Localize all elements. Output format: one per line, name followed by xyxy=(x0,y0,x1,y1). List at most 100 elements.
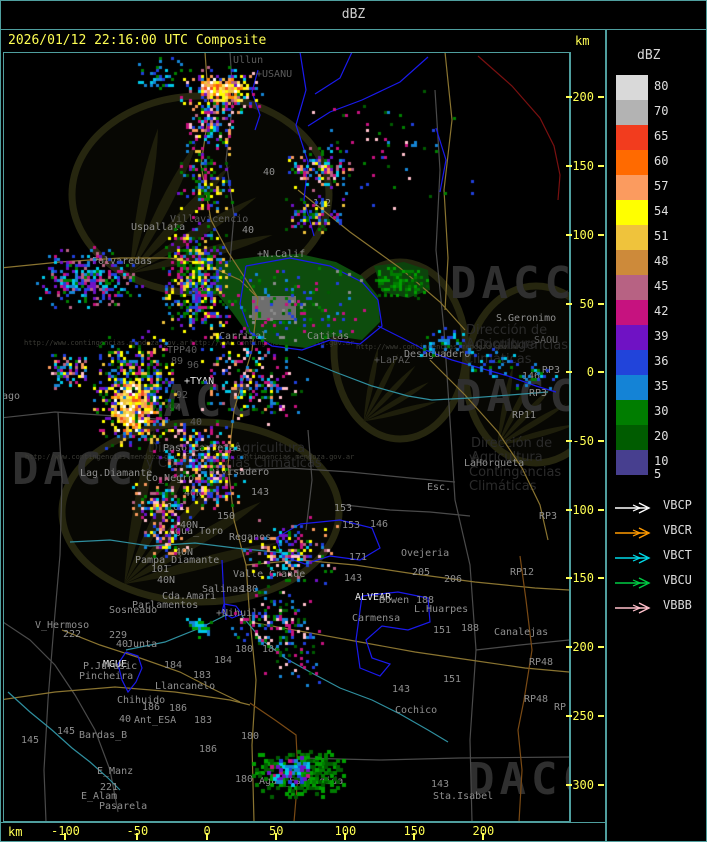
x-axis-tick-label: 100 xyxy=(334,824,357,838)
y-axis-tick xyxy=(566,784,572,786)
scale-color-block xyxy=(616,225,648,250)
legend-row: VBCP xyxy=(613,498,707,514)
y-axis-tick-label: 150 xyxy=(572,159,594,173)
radar-map[interactable]: DACCDirección de Agriculturay Contingenc… xyxy=(4,53,569,821)
y-axis-tick-label: 200 xyxy=(572,90,594,104)
scale-value-label: 45 xyxy=(654,279,669,293)
y-axis-tick xyxy=(566,440,572,442)
scale-color-block xyxy=(616,275,648,300)
y-axis-tick xyxy=(566,96,572,98)
scale-value-label: 80 xyxy=(654,79,669,93)
y-axis-tick-label: -50 xyxy=(572,434,594,448)
vbcp-arrow-icon xyxy=(615,502,651,514)
scale-color-block xyxy=(616,125,648,150)
y-axis-tick xyxy=(598,303,604,305)
y-axis-tick-label: 0 xyxy=(586,365,594,379)
map-frame xyxy=(3,52,570,822)
scale-value-label: 70 xyxy=(654,104,669,118)
x-axis-tick xyxy=(64,833,66,840)
y-axis-tick xyxy=(566,715,572,717)
axis-divider-line xyxy=(570,52,571,822)
y-axis-tick-label: -200 xyxy=(565,640,594,654)
y-axis-tick-label: 100 xyxy=(572,228,594,242)
legend-row: VBCT xyxy=(613,548,707,564)
scale-color-block xyxy=(616,250,648,275)
x-axis-unit-label: km xyxy=(8,825,23,839)
y-axis-tick xyxy=(566,371,572,373)
y-axis-tick xyxy=(566,509,572,511)
scale-color-block xyxy=(616,200,648,225)
y-axis-tick xyxy=(598,784,604,786)
map-bottom-border xyxy=(0,822,605,823)
y-axis-unit-label: km xyxy=(575,34,590,48)
window-title: dBZ xyxy=(341,7,366,22)
radar-echo-canvas xyxy=(4,53,569,821)
x-axis-tick xyxy=(344,833,346,840)
y-axis-tick xyxy=(598,509,604,511)
scale-value-label: 36 xyxy=(654,354,669,368)
legend-row: VBCR xyxy=(613,523,707,539)
scale-value-label: 48 xyxy=(654,254,669,268)
legend-label: VBCU xyxy=(663,573,692,587)
scale-value-label: 60 xyxy=(654,154,669,168)
panel-divider-line xyxy=(605,30,607,842)
legend-row: VBBB xyxy=(613,598,707,614)
x-axis-tick-label: -100 xyxy=(51,824,80,838)
title-bar: dBZ xyxy=(0,0,707,30)
x-axis-tick xyxy=(275,833,277,840)
scale-value-label: 54 xyxy=(654,204,669,218)
y-axis-tick xyxy=(566,303,572,305)
scale-color-block xyxy=(616,450,648,475)
y-axis-tick xyxy=(566,646,572,648)
vbct-arrow-icon xyxy=(615,552,651,564)
y-axis-tick xyxy=(598,234,604,236)
y-axis-tick xyxy=(598,440,604,442)
scale-color-block xyxy=(616,150,648,175)
y-axis-tick xyxy=(566,165,572,167)
y-axis-tick xyxy=(598,96,604,98)
legend-label: VBCP xyxy=(663,498,692,512)
scale-color-block xyxy=(616,75,648,100)
y-axis-tick-label: -300 xyxy=(565,778,594,792)
y-axis-tick xyxy=(598,646,604,648)
y-axis-tick-label: -100 xyxy=(565,503,594,517)
scale-value-label: 5 xyxy=(654,467,662,481)
scale-color-block xyxy=(616,100,648,125)
scale-title: dBZ xyxy=(637,48,661,63)
x-axis-tick-label: 0 xyxy=(203,824,211,838)
y-axis-tick xyxy=(566,577,572,579)
x-axis-tick xyxy=(482,833,484,840)
scale-color-block xyxy=(616,400,648,425)
x-axis-tick-label: -50 xyxy=(126,824,149,838)
x-axis-tick-label: 50 xyxy=(269,824,284,838)
y-axis-tick xyxy=(598,371,604,373)
legend-label: VBBB xyxy=(663,598,692,612)
scale-value-label: 35 xyxy=(654,379,669,393)
x-axis-tick xyxy=(136,833,138,840)
scale-color-block xyxy=(616,175,648,200)
legend-row: VBCU xyxy=(613,573,707,589)
x-axis-tick-label: 150 xyxy=(403,824,426,838)
scale-color-block xyxy=(616,425,648,450)
y-axis-tick xyxy=(598,165,604,167)
scale-value-label: 42 xyxy=(654,304,669,318)
x-axis-tick xyxy=(413,833,415,840)
scale-value-label: 10 xyxy=(654,454,669,468)
scale-value-label: 20 xyxy=(654,429,669,443)
y-axis-tick-label: -150 xyxy=(565,571,594,585)
legend-label: VBCT xyxy=(663,548,692,562)
timestamp-label: 2026/01/12 22:16:00 UTC Composite xyxy=(8,33,267,48)
y-axis-tick xyxy=(598,577,604,579)
color-scale-panel: dBZ 80 70 65 60 57 54 51 48 45 42 39 36 35 30 20 10 5 VB… xyxy=(607,30,707,842)
scale-color-block xyxy=(616,350,648,375)
vbcu-arrow-icon xyxy=(615,577,651,589)
header-row: 2026/01/12 22:16:00 UTC Composite xyxy=(0,30,604,52)
scale-value-label: 30 xyxy=(654,404,669,418)
scale-color-block xyxy=(616,325,648,350)
scale-value-label: 51 xyxy=(654,229,669,243)
y-axis-tick-label: 50 xyxy=(579,297,594,311)
legend-label: VBCR xyxy=(663,523,692,537)
x-axis-tick xyxy=(206,833,208,840)
scale-value-label: 39 xyxy=(654,329,669,343)
